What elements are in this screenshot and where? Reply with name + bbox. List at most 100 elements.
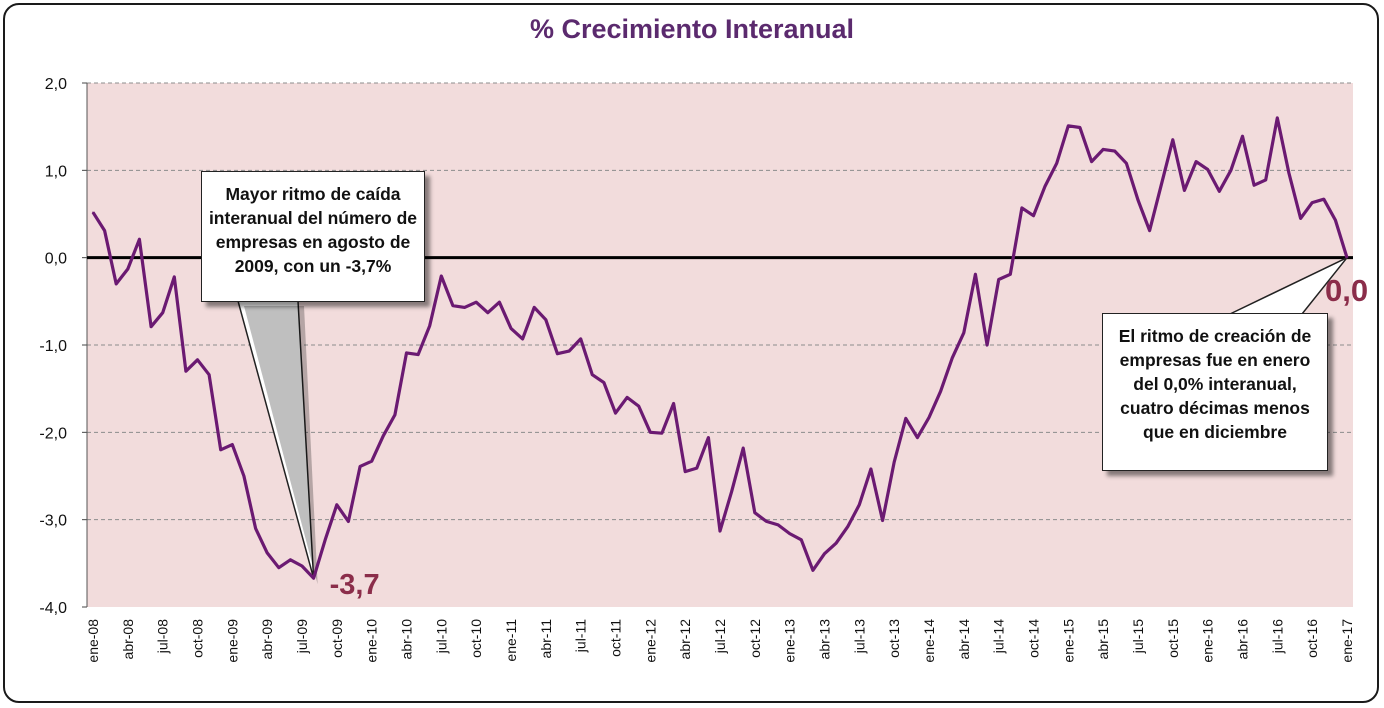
- x-tick-label: abr-09: [259, 619, 275, 660]
- data-point: [1311, 201, 1313, 204]
- data-point: [1230, 169, 1232, 172]
- data-point: [428, 325, 431, 327]
- data-point: [568, 350, 570, 352]
- x-tick-label: oct-12: [747, 619, 763, 658]
- data-point: [858, 504, 861, 506]
- x-tick-label: ene-10: [364, 619, 380, 663]
- data-point: [370, 460, 373, 463]
- data-point: [626, 396, 628, 399]
- y-tick-label: 0,0: [45, 251, 67, 268]
- data-point: [1264, 179, 1267, 181]
- data-point: [696, 467, 698, 469]
- data-point: [1102, 148, 1104, 151]
- data-point: [417, 353, 419, 356]
- x-tick-label: abr-08: [120, 619, 136, 660]
- data-point: [846, 525, 849, 528]
- data-point: [800, 539, 803, 541]
- data-point: [1253, 184, 1255, 186]
- x-tick-label: jul-11: [573, 619, 589, 653]
- data-point: [637, 405, 640, 407]
- data-point: [161, 311, 164, 314]
- data-point: [1009, 273, 1012, 276]
- data-point: [579, 338, 582, 340]
- data-point: [661, 432, 663, 435]
- data-point: [1148, 229, 1151, 232]
- x-tick-label: ene-16: [1200, 619, 1216, 663]
- x-tick-label: ene-09: [224, 619, 240, 663]
- y-tick-label: 2,0: [45, 76, 67, 93]
- data-point: [788, 532, 791, 535]
- y-tick-label: 1,0: [45, 163, 67, 180]
- data-point: [1288, 172, 1290, 174]
- data-point: [742, 447, 744, 449]
- data-point: [765, 520, 768, 523]
- data-point: [359, 465, 361, 468]
- data-point: [986, 344, 988, 346]
- data-point: [382, 435, 385, 437]
- data-point: [219, 449, 222, 451]
- x-tick-label: ene-15: [1060, 619, 1076, 663]
- x-tick-label: abr-16: [1235, 619, 1251, 660]
- x-tick-label: ene-14: [921, 619, 937, 663]
- data-point: [336, 504, 338, 506]
- data-point: [312, 577, 315, 579]
- data-point: [196, 359, 199, 361]
- data-point: [1055, 162, 1058, 165]
- data-point: [928, 416, 930, 419]
- data-point: [870, 468, 872, 470]
- data-point: [754, 511, 756, 514]
- annotation-min-value: -3,7: [330, 569, 380, 601]
- data-point: [405, 352, 408, 354]
- data-point: [266, 552, 269, 554]
- x-tick-label: oct-16: [1304, 619, 1320, 658]
- x-tick-label: ene-08: [85, 619, 101, 663]
- x-tick-label: oct-13: [886, 619, 902, 658]
- data-point: [1090, 160, 1093, 163]
- data-point: [951, 357, 953, 359]
- data-point: [1044, 185, 1046, 187]
- x-tick-label: jul-08: [155, 619, 171, 654]
- data-point: [812, 569, 814, 572]
- data-point: [475, 301, 478, 304]
- data-point: [905, 417, 907, 420]
- data-point: [394, 414, 396, 416]
- data-point: [533, 306, 535, 309]
- data-point: [452, 304, 454, 307]
- data-point: [893, 461, 895, 463]
- x-tick-label: ene-17: [1339, 619, 1355, 663]
- data-point: [649, 431, 652, 434]
- data-point: [487, 311, 489, 314]
- data-point: [916, 436, 919, 439]
- x-tick-label: oct-14: [1026, 619, 1042, 658]
- x-tick-label: abr-14: [956, 619, 972, 660]
- data-point: [463, 306, 466, 309]
- data-point: [1067, 125, 1070, 127]
- x-tick-label: jul-14: [991, 619, 1007, 654]
- chart-title: % Crecimiento Interanual: [529, 14, 855, 44]
- data-point: [963, 332, 965, 334]
- x-tick-label: oct-08: [190, 619, 206, 658]
- callout-max-decline: Mayor ritmo de caída interanual del núme…: [201, 171, 425, 302]
- data-point: [684, 470, 686, 473]
- x-tick-label: abr-10: [399, 619, 415, 660]
- data-point: [545, 318, 547, 321]
- data-point: [974, 273, 977, 276]
- data-point: [498, 301, 501, 304]
- data-point: [1160, 184, 1162, 186]
- data-point: [347, 520, 350, 523]
- data-point: [231, 443, 234, 446]
- data-point: [1021, 207, 1023, 209]
- data-point: [243, 475, 245, 477]
- data-point: [103, 229, 106, 232]
- annotation-last-value: 0,0: [1325, 273, 1368, 308]
- x-tick-label: abr-15: [1095, 619, 1111, 660]
- data-point: [1195, 160, 1197, 163]
- data-point: [185, 370, 187, 373]
- data-point: [173, 276, 176, 278]
- data-point: [92, 211, 94, 214]
- x-tick-label: ene-11: [503, 619, 519, 662]
- x-tick-label: oct-15: [1165, 619, 1181, 658]
- x-tick-label: jul-13: [851, 619, 867, 654]
- x-tick-label: jul-15: [1130, 619, 1146, 654]
- data-point: [1079, 126, 1081, 129]
